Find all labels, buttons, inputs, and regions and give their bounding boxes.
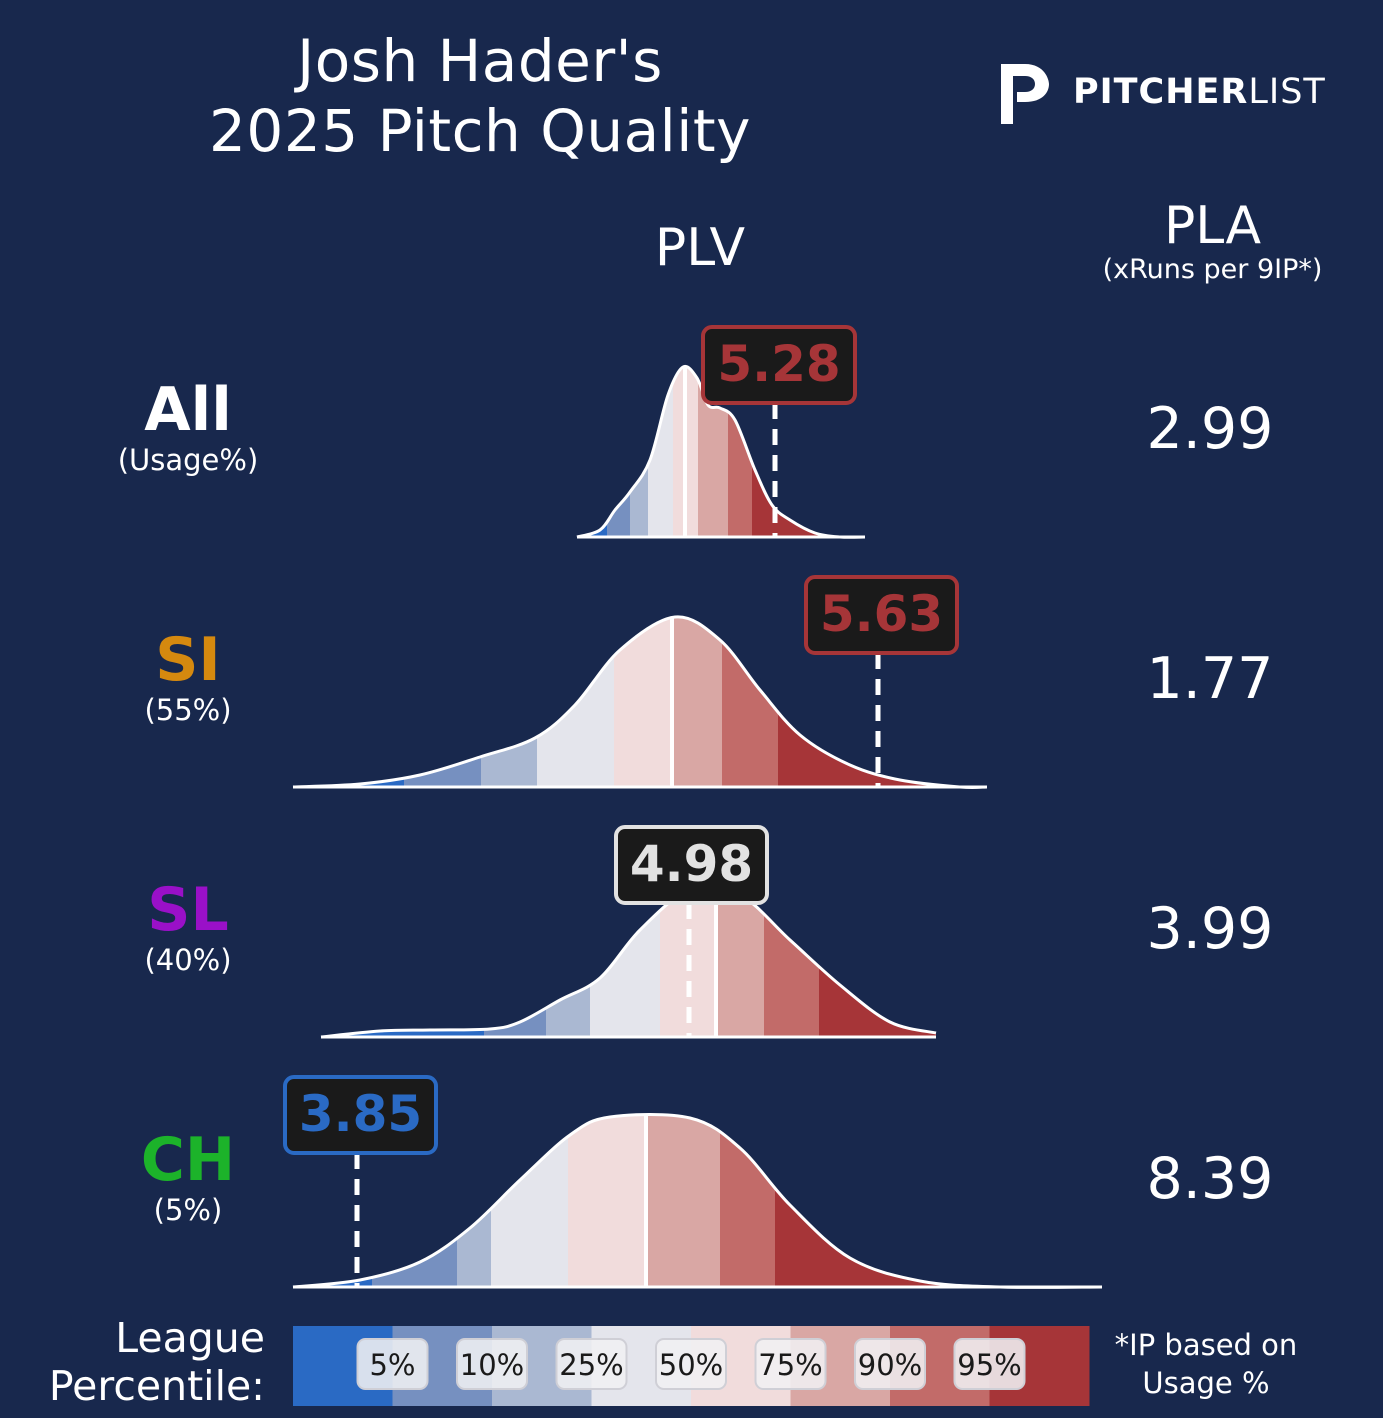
pla-subheader: (xRuns per 9IP*) [1102, 254, 1323, 285]
pla-value-sl: 3.99 [1146, 896, 1274, 962]
percentile-band [716, 886, 764, 1037]
chart-title: Josh Hader's 2025 Pitch Quality [130, 26, 830, 166]
plv-badge [614, 825, 769, 905]
percentile-band [577, 366, 607, 538]
percentile-legend-bar: 5% 10% 25% 50% 75% 90% 95% [293, 1326, 1090, 1406]
percentile-band [630, 366, 648, 538]
row-label-ch: CH (5%) [78, 1128, 298, 1228]
density-curve [320, 885, 937, 1039]
plv-badge [283, 1075, 438, 1155]
density-curve [576, 364, 866, 539]
density-curve [292, 615, 988, 790]
legend-title: League Percentile: [20, 1314, 265, 1410]
percentile-band [590, 886, 660, 1037]
pla-header: PLA [1163, 196, 1262, 256]
pitch-name-sl: SL [147, 875, 229, 945]
percentile-band [372, 1114, 457, 1288]
percentile-band [614, 616, 672, 788]
legend-chip [953, 1338, 1026, 1390]
usage-si: (55%) [144, 693, 232, 727]
brand-name: PITCHERLIST [1073, 72, 1326, 112]
legend-label: 95% [957, 1348, 1021, 1382]
percentile-band [775, 1114, 1102, 1288]
density-curve [292, 1113, 1103, 1289]
pitch-name-si: SI [155, 625, 221, 695]
percentile-band [457, 1114, 491, 1288]
plv-value-ch: 3.85 [299, 1085, 422, 1143]
legend-label: 10% [460, 1348, 524, 1382]
footnote-line-1: *IP based on [1114, 1328, 1298, 1362]
percentile-band [404, 616, 481, 788]
pla-value-ch: 8.39 [1146, 1146, 1274, 1212]
plv-badge [701, 325, 857, 405]
percentile-band [321, 886, 484, 1037]
row-label-sl: SL (40%) [78, 878, 298, 978]
percentile-band [568, 1114, 646, 1288]
percentile-bands-sl [321, 886, 936, 1037]
distribution-ch: 3.85 [283, 1075, 1103, 1289]
footnote-line-2: Usage % [1142, 1366, 1270, 1400]
title-line-1: Josh Hader's [297, 27, 663, 95]
percentile-band [728, 366, 752, 538]
distribution-sl: 4.98 [320, 825, 937, 1039]
legend-title-line-1: League [115, 1314, 265, 1362]
row-label-all: All (Usage%) [78, 378, 298, 478]
percentile-band [720, 1114, 775, 1288]
footnote: *IP based on Usage % [1100, 1326, 1312, 1402]
percentile-band [722, 616, 778, 788]
percentile-band [537, 616, 614, 788]
legend-label: 75% [758, 1348, 822, 1382]
legend-label: 90% [858, 1348, 922, 1382]
plv-value-si: 5.63 [820, 585, 943, 643]
row-label-si: SI (55%) [78, 628, 298, 728]
legend-title-line-2: Percentile: [48, 1362, 265, 1410]
percentile-band [648, 366, 673, 538]
usage-sl: (40%) [144, 943, 232, 977]
legend-chip [356, 1338, 429, 1390]
percentile-band [672, 616, 722, 788]
legend-chip [456, 1338, 528, 1390]
percentile-band [607, 366, 630, 538]
percentile-band [484, 886, 546, 1037]
usage-all: (Usage%) [117, 443, 259, 477]
percentile-bands-ch [293, 1114, 1102, 1288]
legend-chip [655, 1338, 727, 1390]
legend-chip [754, 1338, 827, 1390]
legend-label: 5% [369, 1348, 415, 1382]
percentile-band [764, 886, 819, 1037]
pitch-name-all: All [144, 375, 232, 445]
legend-label: 50% [659, 1348, 723, 1382]
plv-value-sl: 4.98 [630, 835, 753, 893]
percentile-band [778, 616, 987, 788]
pla-value-all: 2.99 [1146, 396, 1274, 462]
plv-header: PLV [654, 218, 746, 278]
pitcherlist-logo: PITCHERLIST [995, 58, 1335, 128]
legend-chip [854, 1338, 926, 1390]
title-line-2: 2025 Pitch Quality [209, 97, 751, 165]
usage-ch: (5%) [153, 1193, 223, 1227]
legend-label: 25% [559, 1348, 623, 1382]
percentile-band [819, 886, 936, 1037]
legend-chip [555, 1338, 628, 1390]
percentile-band [491, 1114, 568, 1288]
pitcherlist-p-icon [1001, 64, 1049, 124]
percentile-band [646, 1114, 720, 1288]
distribution-all: 5.28 [576, 325, 866, 539]
pitch-name-ch: CH [140, 1125, 236, 1195]
brand-light: LIST [1248, 72, 1326, 112]
pla-value-si: 1.77 [1146, 646, 1274, 712]
percentile-band [293, 616, 404, 788]
plv-value-all: 5.28 [717, 335, 840, 393]
plv-badge [804, 575, 959, 655]
percentile-band [546, 886, 590, 1037]
brand-bold: PITCHER [1073, 72, 1249, 112]
distribution-si: 5.63 [292, 575, 988, 790]
percentile-bands-si [293, 616, 987, 788]
